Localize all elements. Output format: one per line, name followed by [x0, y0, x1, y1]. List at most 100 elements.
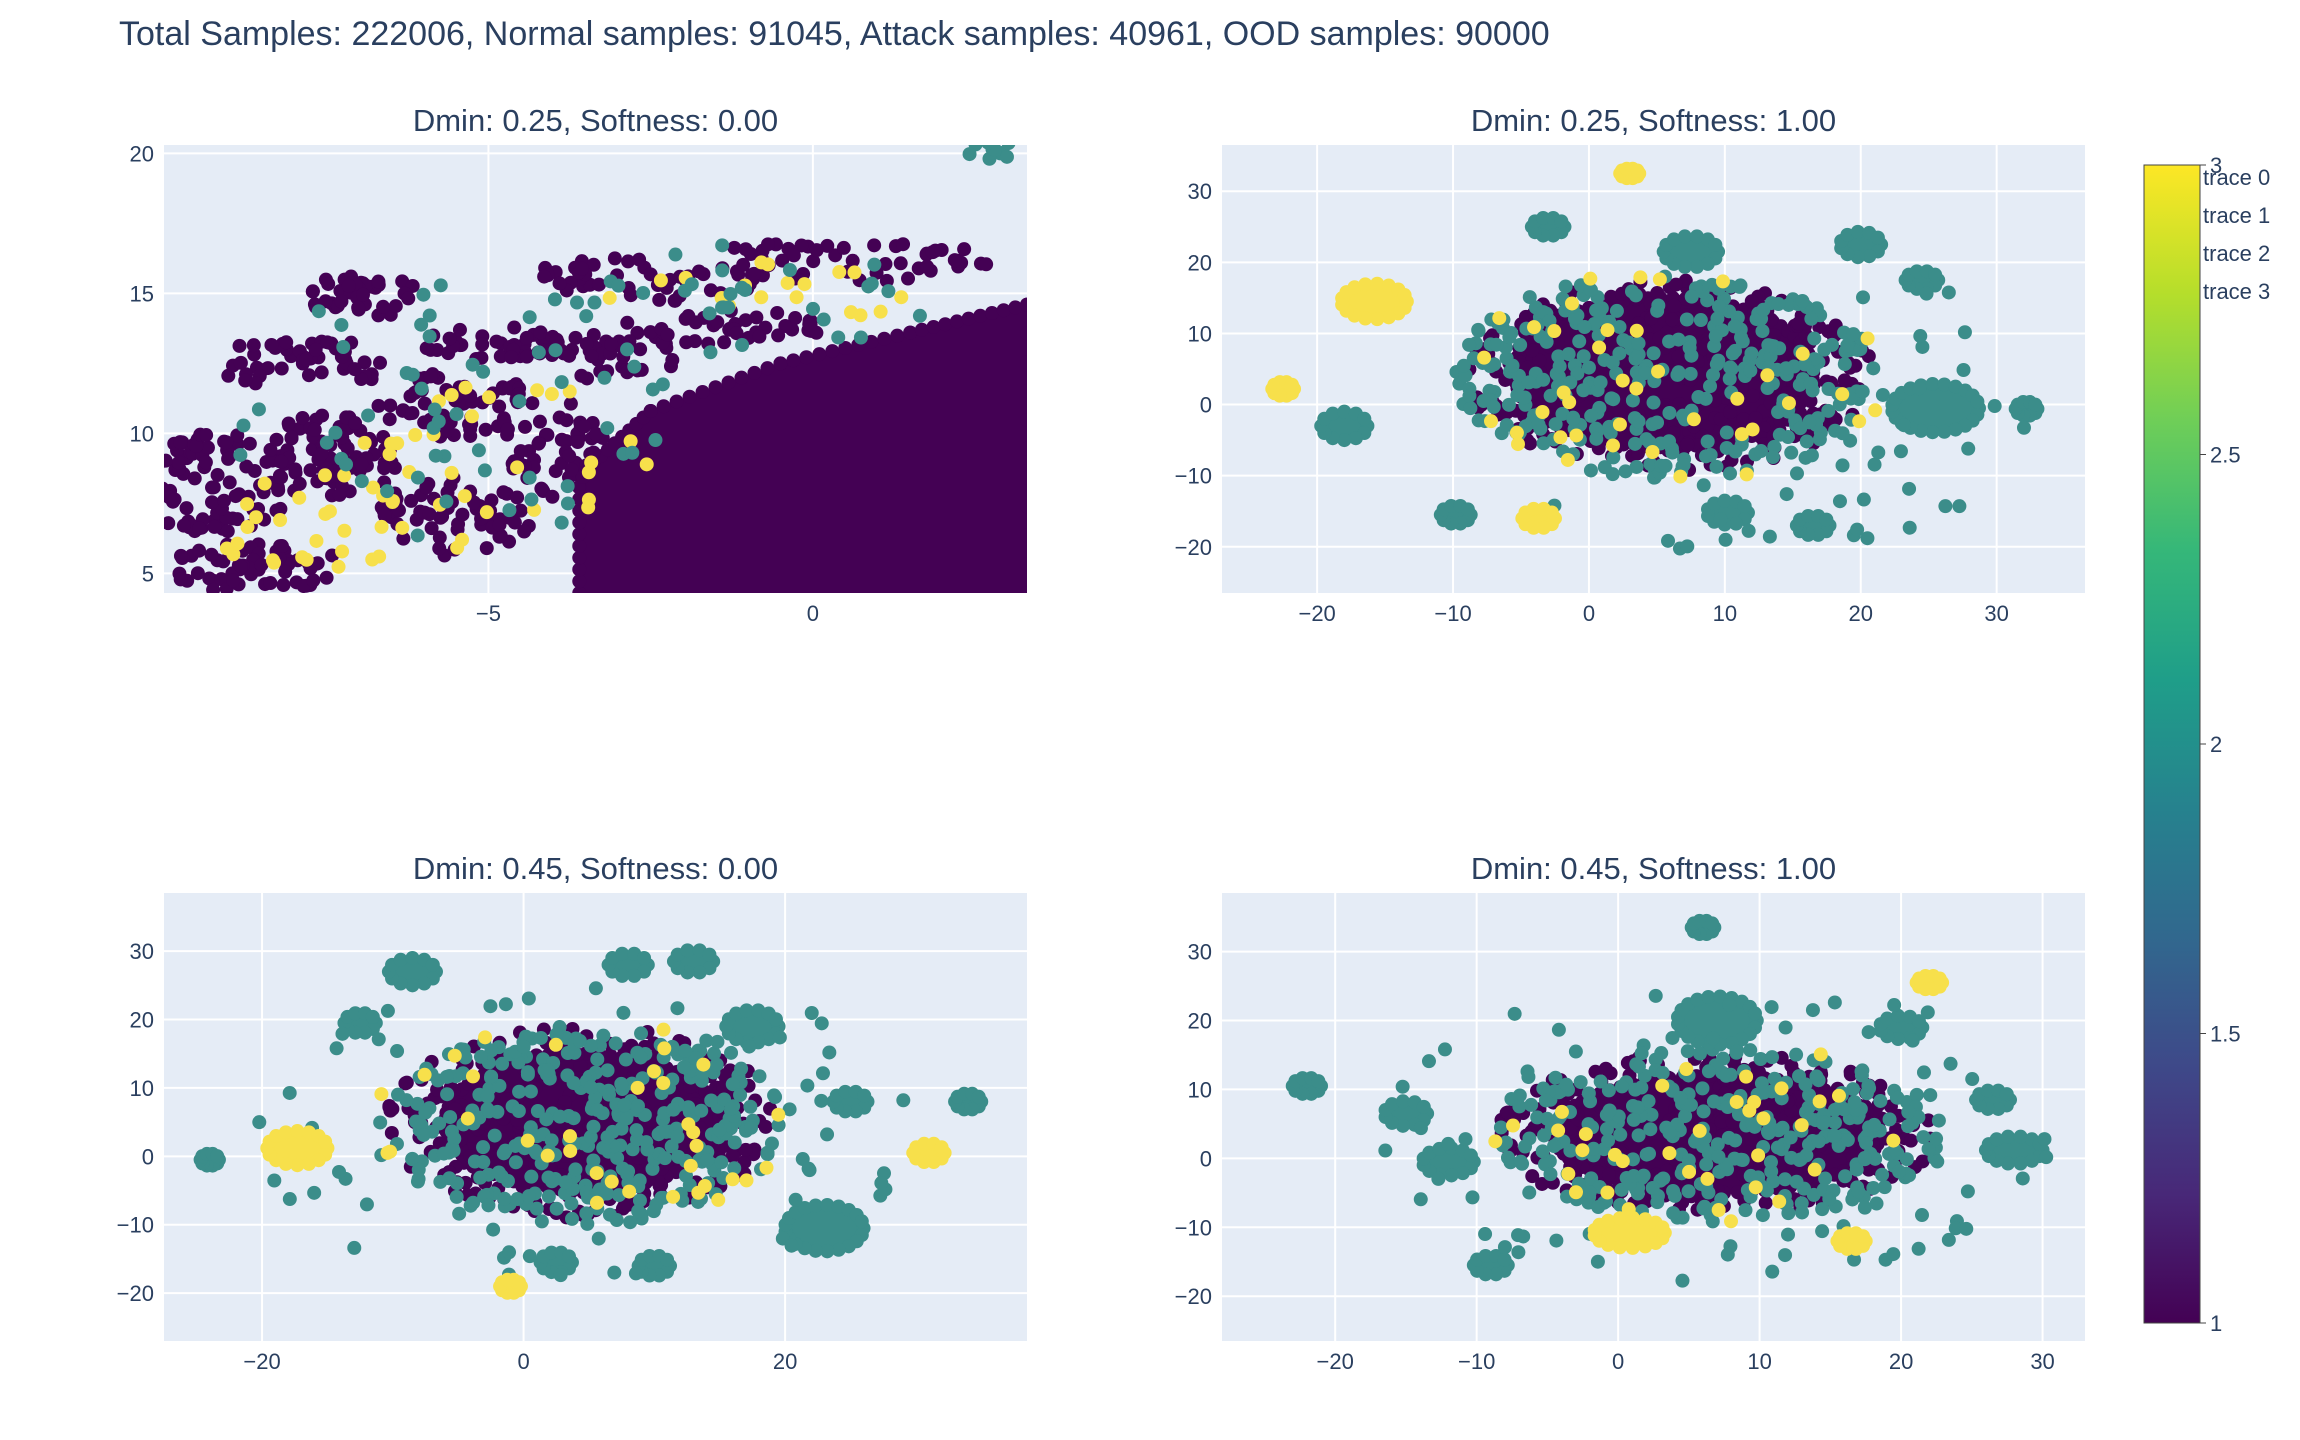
point-class-2	[1923, 1088, 1938, 1103]
point-class-2	[715, 263, 730, 278]
point-class-2	[666, 1102, 681, 1117]
point-class-2	[772, 1030, 787, 1045]
point-class-2	[1662, 405, 1677, 420]
x-tick-label: 20	[1889, 1349, 1913, 1374]
point-class-1	[788, 311, 803, 326]
point-class-1	[269, 432, 284, 447]
point-class-2	[1554, 214, 1569, 229]
point-class-2	[1816, 1115, 1831, 1130]
legend-item[interactable]: trace 2	[2203, 241, 2270, 266]
point-class-2	[1311, 1074, 1326, 1089]
point-class-2	[1753, 1052, 1768, 1067]
point-class-3	[1569, 428, 1584, 443]
point-class-1	[221, 451, 236, 466]
point-class-2	[1631, 347, 1646, 362]
point-class-1	[749, 310, 764, 325]
point-class-3	[273, 513, 288, 528]
point-class-2	[570, 295, 585, 310]
point-class-2	[354, 474, 369, 489]
point-class-1	[210, 468, 225, 483]
point-class-1	[1020, 557, 1027, 572]
point-class-2	[1511, 1228, 1526, 1243]
point-class-1	[1020, 499, 1027, 514]
point-class-3	[1553, 430, 1568, 445]
point-class-2	[491, 1165, 506, 1180]
point-class-1	[315, 408, 330, 423]
point-class-2	[1700, 256, 1715, 271]
point-class-2	[1671, 332, 1686, 347]
point-class-1	[395, 274, 410, 289]
point-class-1	[1525, 343, 1540, 358]
point-class-1	[632, 252, 647, 267]
point-class-2	[800, 1078, 815, 1093]
point-class-3	[844, 305, 859, 320]
point-class-2	[282, 1085, 297, 1100]
point-class-1	[187, 471, 202, 486]
point-class-2	[436, 1146, 451, 1161]
point-class-2	[1581, 360, 1596, 375]
point-class-2	[2013, 1156, 2028, 1171]
point-class-3	[759, 1160, 774, 1175]
point-class-1	[775, 253, 790, 268]
point-class-3	[1547, 324, 1562, 339]
point-class-2	[1793, 421, 1808, 436]
point-class-2	[623, 1215, 638, 1230]
point-class-2	[1827, 1128, 1842, 1143]
point-class-2	[1395, 1094, 1410, 1109]
point-class-3	[1397, 288, 1412, 303]
legend-item[interactable]: trace 0	[2203, 165, 2270, 190]
point-class-1	[531, 436, 546, 451]
point-class-1	[318, 294, 333, 309]
point-class-2	[1723, 360, 1738, 375]
point-class-3	[725, 1172, 740, 1187]
point-class-2	[1536, 210, 1551, 225]
point-class-2	[1928, 267, 1943, 282]
point-class-2	[1709, 357, 1724, 372]
point-class-2	[512, 1084, 527, 1099]
point-class-2	[495, 1056, 510, 1071]
point-class-2	[618, 1052, 633, 1067]
point-class-2	[1646, 346, 1661, 361]
point-class-2	[1778, 1020, 1793, 1035]
point-class-3	[653, 273, 668, 288]
point-class-2	[1706, 367, 1721, 382]
point-class-2	[671, 1149, 686, 1164]
point-class-2	[1612, 319, 1627, 334]
point-class-2	[1705, 1214, 1720, 1229]
point-class-2	[465, 357, 480, 372]
point-class-2	[1756, 302, 1771, 317]
point-class-3	[1860, 331, 1875, 346]
point-class-2	[768, 1012, 783, 1027]
point-class-2	[1781, 297, 1796, 312]
point-class-1	[525, 396, 540, 411]
x-tick-label: 0	[1583, 601, 1595, 626]
point-class-2	[1395, 1118, 1410, 1133]
point-class-1	[307, 422, 322, 437]
point-class-2	[411, 1162, 426, 1177]
point-class-2	[1723, 466, 1738, 481]
legend-item[interactable]: trace 1	[2203, 203, 2270, 228]
point-class-3	[1856, 1229, 1871, 1244]
point-class-2	[236, 418, 251, 433]
point-class-2	[1959, 1221, 1974, 1236]
point-class-2	[1870, 230, 1885, 245]
point-class-2	[1582, 1185, 1597, 1200]
point-class-2	[1795, 1205, 1810, 1220]
point-class-2	[579, 1206, 594, 1221]
point-class-2	[1710, 1137, 1725, 1152]
point-class-2	[1846, 327, 1861, 342]
legend-item[interactable]: trace 3	[2203, 279, 2270, 304]
point-class-2	[586, 1119, 601, 1134]
point-class-2	[1855, 384, 1870, 399]
point-class-2	[533, 1030, 548, 1045]
point-class-2	[694, 1103, 709, 1118]
point-class-2	[611, 278, 626, 293]
point-class-2	[1729, 516, 1744, 531]
y-tick-label: 20	[130, 1008, 154, 1033]
point-class-2	[1941, 1232, 1956, 1247]
point-class-3	[1686, 412, 1701, 427]
point-class-2	[1655, 1066, 1670, 1081]
point-class-2	[723, 286, 738, 301]
x-tick-label: 30	[1984, 601, 2008, 626]
point-class-1	[920, 259, 935, 274]
